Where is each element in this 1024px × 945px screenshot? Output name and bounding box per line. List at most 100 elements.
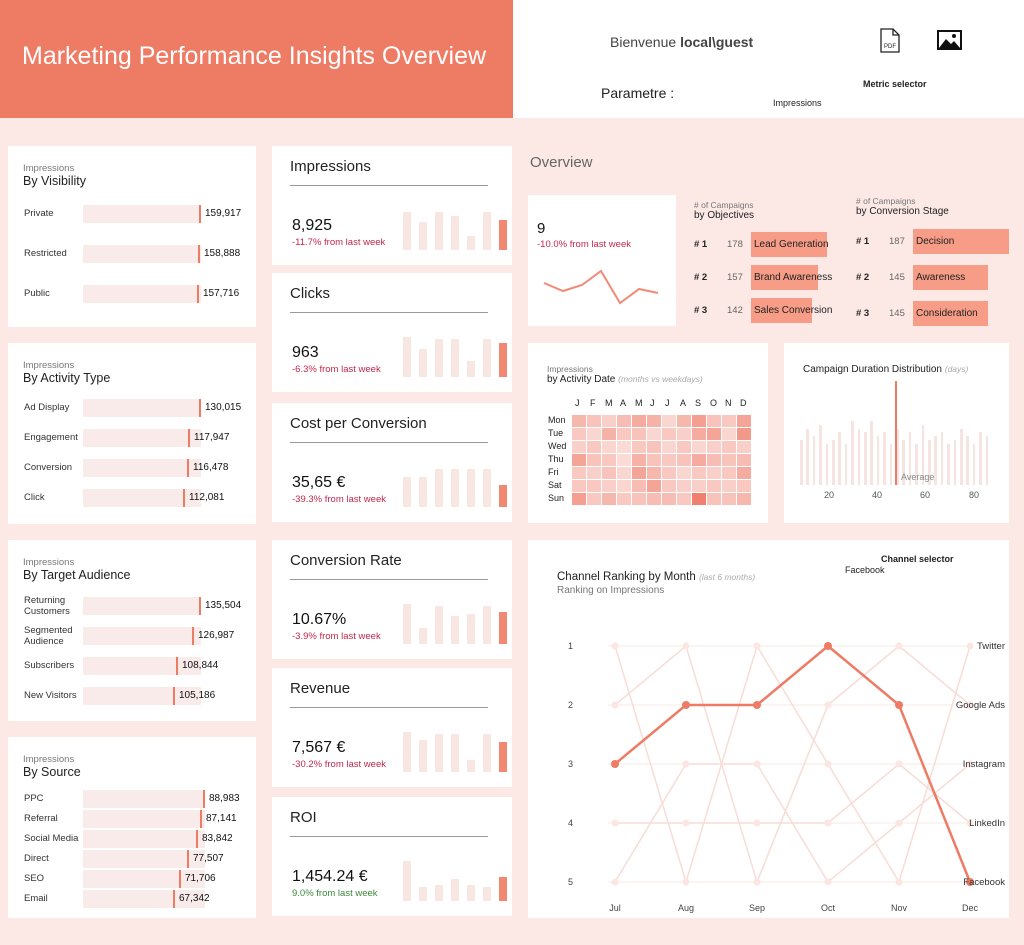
heatmap-cell[interactable] [662,454,676,466]
highlighted-channel-point[interactable] [895,701,903,709]
heatmap-cell[interactable] [602,441,616,453]
heatmap-cell[interactable] [632,454,646,466]
heatmap-cell[interactable] [632,493,646,505]
heatmap-cell[interactable] [647,493,661,505]
breakdown-bar-marker [198,245,200,263]
heatmap-cell[interactable] [707,415,721,427]
heatmap-cell[interactable] [647,428,661,440]
heatmap-cell[interactable] [707,454,721,466]
heatmap-cell[interactable] [572,428,586,440]
heatmap-cell[interactable] [662,428,676,440]
heatmap-cell[interactable] [737,454,751,466]
highlighted-channel-point[interactable] [682,701,690,709]
heatmap-cell[interactable] [722,493,736,505]
heatmap-cell[interactable] [602,454,616,466]
heatmap-cell[interactable] [662,441,676,453]
heatmap-cell[interactable] [677,467,691,479]
metric-selector-dropdown[interactable]: Impressions [773,98,822,108]
heatmap-cell[interactable] [677,415,691,427]
heatmap-cell[interactable] [707,428,721,440]
heatmap-cell[interactable] [587,467,601,479]
heatmap-cell[interactable] [632,415,646,427]
heatmap-cell[interactable] [737,428,751,440]
heatmap-cell[interactable] [617,454,631,466]
heatmap-cell[interactable] [572,480,586,492]
heatmap-cell[interactable] [647,454,661,466]
heatmap-cell[interactable] [662,493,676,505]
heatmap-cell[interactable] [587,480,601,492]
heatmap-cell[interactable] [737,415,751,427]
heatmap-cell[interactable] [587,493,601,505]
heatmap-cell[interactable] [662,480,676,492]
breakdown-value: 77,507 [193,853,224,864]
heatmap-cell[interactable] [587,454,601,466]
heatmap-cell[interactable] [572,441,586,453]
heatmap-cell[interactable] [602,493,616,505]
heatmap-cell[interactable] [587,415,601,427]
heatmap-cell[interactable] [692,467,706,479]
highlighted-channel-point[interactable] [824,642,832,650]
heatmap-cell[interactable] [632,428,646,440]
heatmap-cell[interactable] [632,480,646,492]
heatmap-cell[interactable] [737,441,751,453]
heatmap-cell[interactable] [737,467,751,479]
heatmap-cell[interactable] [677,493,691,505]
highlighted-channel-point[interactable] [966,878,974,886]
heatmap-cell[interactable] [737,480,751,492]
channel-selector-dropdown[interactable]: Facebook [845,565,885,575]
heatmap-cell[interactable] [572,493,586,505]
heatmap-cell[interactable] [677,480,691,492]
heatmap-cell[interactable] [647,441,661,453]
heatmap-cell[interactable] [692,454,706,466]
heatmap-cell[interactable] [707,441,721,453]
heatmap-cell[interactable] [692,441,706,453]
heatmap-cell[interactable] [632,441,646,453]
heatmap-cell[interactable] [692,415,706,427]
pdf-export-icon[interactable]: PDF [880,28,900,53]
heatmap-cell[interactable] [587,428,601,440]
heatmap-cell[interactable] [707,480,721,492]
heatmap-cell[interactable] [572,415,586,427]
heatmap-cell[interactable] [722,467,736,479]
heatmap-cell[interactable] [722,441,736,453]
duration-title-text: Campaign Duration Distribution [803,364,942,375]
heatmap-cell[interactable] [647,480,661,492]
heatmap-cell[interactable] [617,428,631,440]
heatmap-cell[interactable] [737,493,751,505]
heatmap-cell[interactable] [722,415,736,427]
highlighted-channel-point[interactable] [753,701,761,709]
heatmap-cell[interactable] [677,454,691,466]
heatmap-cell[interactable] [662,467,676,479]
heatmap-cell[interactable] [572,467,586,479]
heatmap-cell[interactable] [662,415,676,427]
heatmap-cell[interactable] [707,467,721,479]
heatmap-cell[interactable] [617,467,631,479]
heatmap-cell[interactable] [572,454,586,466]
heatmap-cell[interactable] [632,467,646,479]
heatmap-cell[interactable] [677,441,691,453]
duration-bar [832,440,835,485]
heatmap-cell[interactable] [722,454,736,466]
channel-series-point [753,819,761,827]
heatmap-cell[interactable] [692,493,706,505]
heatmap-cell[interactable] [692,480,706,492]
heatmap-cell[interactable] [692,428,706,440]
heatmap-cell[interactable] [602,467,616,479]
heatmap-cell[interactable] [617,493,631,505]
heatmap-cell[interactable] [722,480,736,492]
heatmap-cell[interactable] [707,493,721,505]
highlighted-channel-point[interactable] [611,760,619,768]
heatmap-cell[interactable] [617,480,631,492]
heatmap-cell[interactable] [587,441,601,453]
heatmap-cell[interactable] [677,428,691,440]
heatmap-cell[interactable] [647,415,661,427]
heatmap-cell[interactable] [617,415,631,427]
heatmap-cell[interactable] [617,441,631,453]
image-export-icon[interactable] [936,29,963,51]
heatmap-cell[interactable] [647,467,661,479]
heatmap-cell[interactable] [722,428,736,440]
heatmap-cell[interactable] [602,428,616,440]
heatmap-cell[interactable] [602,415,616,427]
heatmap-cell[interactable] [602,480,616,492]
kpi-divider [290,185,488,186]
